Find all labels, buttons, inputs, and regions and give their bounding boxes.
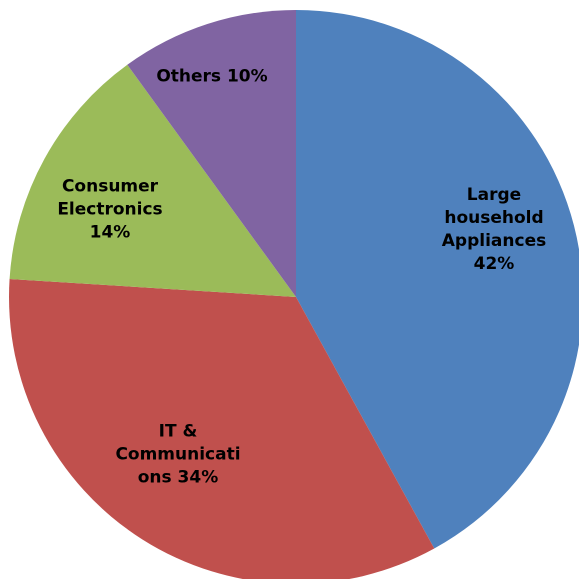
pie-label-large-household-appliances: Large household Appliances 42% xyxy=(441,185,547,274)
pie-label-others: Others 10% xyxy=(156,66,268,87)
pie-label-it-communications: IT & Communicati ons 34% xyxy=(115,421,241,488)
pie-slice-it-communications xyxy=(9,278,435,579)
pie-slice-large-household-appliances xyxy=(296,10,579,549)
pie-slice-others xyxy=(127,10,296,297)
pie-label-consumer-electronics: Consumer Electronics 14% xyxy=(57,176,163,243)
pie-slice-consumer-electronics xyxy=(9,64,296,297)
